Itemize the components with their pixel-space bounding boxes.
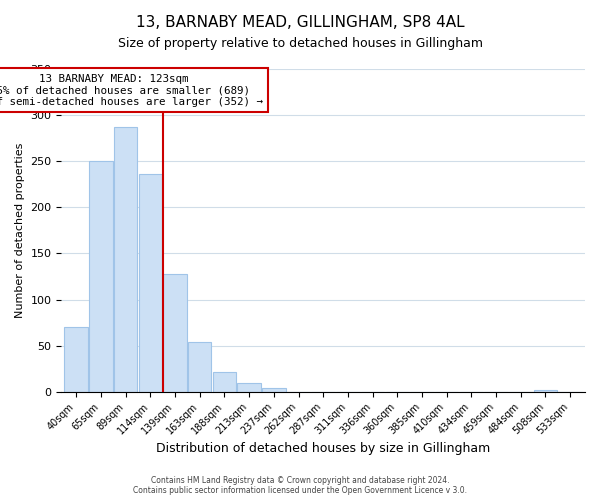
Text: 13, BARNABY MEAD, GILLINGHAM, SP8 4AL: 13, BARNABY MEAD, GILLINGHAM, SP8 4AL (136, 15, 464, 30)
Bar (188, 342, 211, 392)
Text: Contains HM Land Registry data © Crown copyright and database right 2024.
Contai: Contains HM Land Registry data © Crown c… (133, 476, 467, 495)
X-axis label: Distribution of detached houses by size in Gillingham: Distribution of detached houses by size … (156, 442, 490, 455)
Y-axis label: Number of detached properties: Number of detached properties (15, 142, 25, 318)
Bar (238, 382, 261, 392)
Bar (212, 372, 236, 392)
Bar (534, 390, 557, 392)
Bar (64, 327, 88, 392)
Bar (114, 127, 137, 392)
Text: 13 BARNABY MEAD: 123sqm
← 65% of detached houses are smaller (689)
33% of semi-d: 13 BARNABY MEAD: 123sqm ← 65% of detache… (0, 74, 263, 107)
Bar (89, 161, 113, 392)
Bar (163, 274, 187, 392)
Bar (139, 174, 162, 392)
Text: Size of property relative to detached houses in Gillingham: Size of property relative to detached ho… (118, 38, 482, 51)
Bar (262, 388, 286, 392)
